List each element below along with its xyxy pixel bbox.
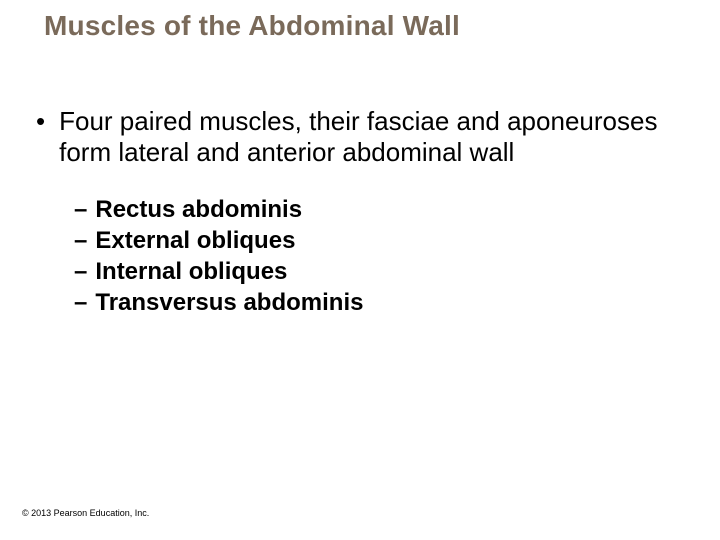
sub-marker: –: [74, 226, 87, 257]
sub-marker: –: [74, 288, 87, 319]
sub-item: – Internal obliques: [74, 257, 676, 288]
sub-text: External obliques: [95, 226, 295, 257]
sub-marker: –: [74, 257, 87, 288]
sub-item: – Transversus abdominis: [74, 288, 676, 319]
sub-item: – External obliques: [74, 226, 676, 257]
sub-item: – Rectus abdominis: [74, 195, 676, 226]
sub-list: – Rectus abdominis – External obliques –…: [74, 195, 676, 318]
sub-text: Rectus abdominis: [95, 195, 302, 226]
bullet-marker: •: [36, 106, 45, 137]
copyright-text: © 2013 Pearson Education, Inc.: [22, 508, 149, 518]
slide: Muscles of the Abdominal Wall • Four pai…: [0, 0, 720, 540]
sub-marker: –: [74, 195, 87, 226]
slide-body: • Four paired muscles, their fasciae and…: [36, 106, 676, 318]
bullet-item: • Four paired muscles, their fasciae and…: [36, 106, 676, 167]
slide-title: Muscles of the Abdominal Wall: [44, 10, 460, 42]
sub-text: Internal obliques: [95, 257, 287, 288]
bullet-text: Four paired muscles, their fasciae and a…: [59, 106, 676, 167]
sub-text: Transversus abdominis: [95, 288, 363, 319]
